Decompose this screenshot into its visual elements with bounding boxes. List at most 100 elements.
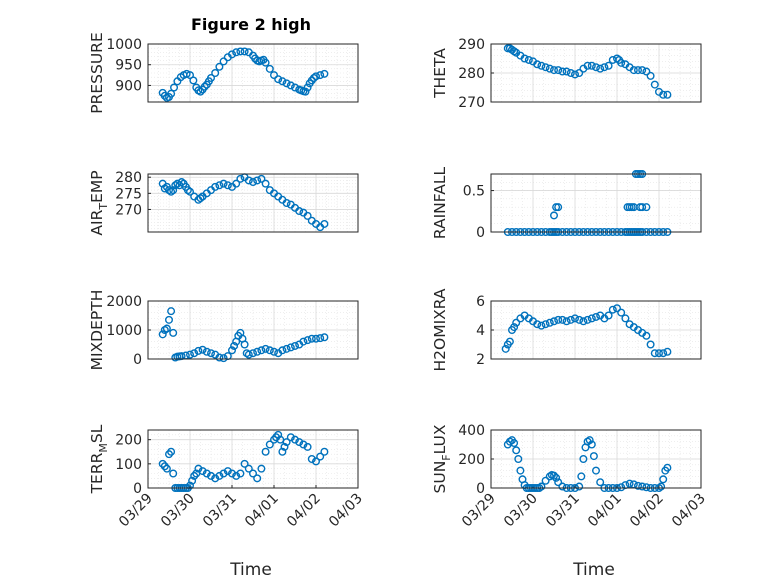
data-point	[320, 447, 329, 456]
data-point	[196, 194, 205, 203]
data-point	[232, 179, 241, 188]
x-axis-label-left: Time	[229, 560, 272, 580]
data-point	[617, 308, 626, 317]
y-tick-label: 0	[476, 225, 485, 241]
data-point	[501, 344, 510, 353]
data-point	[158, 330, 167, 339]
data-point	[177, 178, 186, 187]
y-tick-label: 0	[133, 352, 142, 368]
data-point	[232, 48, 241, 57]
data-point	[571, 314, 580, 323]
data-point	[307, 334, 316, 343]
data-point	[167, 187, 176, 196]
data-point	[592, 63, 601, 72]
data-point	[215, 353, 224, 362]
data-point	[320, 333, 329, 342]
data-point	[554, 66, 563, 75]
data-point	[316, 452, 325, 461]
data-point	[303, 442, 312, 451]
data-point	[282, 79, 291, 88]
data-point	[550, 66, 559, 75]
subplot-pressure: 1000 950 900 PRESSURE	[88, 32, 359, 114]
data-point	[587, 314, 596, 323]
data-point	[562, 67, 571, 76]
data-point	[206, 73, 215, 82]
axes-box	[490, 300, 702, 360]
data-point	[650, 349, 659, 358]
data-point	[223, 467, 232, 476]
data-point	[512, 318, 521, 327]
data-point	[303, 83, 312, 92]
data-point	[194, 464, 203, 473]
data-point	[642, 331, 651, 340]
data-point	[592, 312, 601, 321]
data-point	[189, 76, 198, 85]
data-point	[219, 57, 228, 66]
data-point	[566, 68, 575, 77]
data-point	[520, 54, 529, 63]
data-point	[638, 66, 647, 75]
y-tick-label: 280	[458, 66, 485, 82]
data-point	[301, 87, 310, 96]
y-tick-label: 270	[115, 202, 142, 218]
data-point	[541, 320, 550, 329]
y-tick-label: 0	[133, 481, 142, 497]
y-tick-label: 0.5	[463, 184, 485, 200]
axes-box	[147, 300, 359, 360]
data-point	[303, 211, 312, 220]
data-point	[219, 354, 228, 363]
data-point	[655, 349, 664, 358]
data-point	[185, 481, 194, 490]
axes-box	[490, 43, 702, 103]
data-point	[282, 198, 291, 207]
y-axis-label: MIXDEPTH	[88, 290, 106, 371]
data-point	[514, 455, 523, 464]
data-point	[215, 181, 224, 190]
data-point	[160, 184, 169, 193]
data-point	[200, 82, 209, 91]
data-point	[223, 181, 232, 190]
data-point	[215, 62, 224, 71]
data-point	[550, 317, 559, 326]
data-point	[545, 318, 554, 327]
data-point	[248, 469, 257, 478]
data-point	[253, 176, 262, 185]
data-point	[608, 305, 617, 314]
data-point	[537, 482, 546, 491]
data-point	[312, 334, 321, 343]
x-tick-label: 03/30	[158, 491, 198, 531]
subplot-theta: 290 280 270 THETA	[431, 37, 702, 111]
y-axis-label: THETA	[431, 48, 449, 99]
data-point	[253, 347, 262, 356]
data-point	[558, 315, 567, 324]
data-point	[596, 64, 605, 73]
data-point	[554, 478, 563, 487]
data-point	[286, 433, 295, 442]
data-point	[244, 176, 253, 185]
data-point	[265, 346, 274, 355]
data-point	[257, 174, 266, 183]
y-axis-label: H2OMIXRA	[431, 288, 449, 371]
data-point	[190, 349, 199, 358]
data-point	[659, 349, 668, 358]
data-point	[650, 80, 659, 89]
data-point	[261, 58, 270, 67]
data-point	[227, 346, 236, 355]
data-point	[634, 481, 643, 490]
data-point	[215, 471, 224, 480]
x-axis-label-right: Time	[572, 560, 615, 580]
x-tick-label: 04/01	[585, 491, 625, 531]
data-point	[585, 436, 594, 445]
data-point	[219, 469, 228, 478]
data-point	[512, 446, 521, 455]
data-point	[545, 64, 554, 73]
data-point	[257, 464, 266, 473]
data-point	[167, 89, 176, 98]
data-point	[164, 315, 173, 324]
data-point	[171, 181, 180, 190]
data-point	[617, 58, 626, 67]
data-point	[291, 435, 300, 444]
axes-box	[147, 43, 359, 103]
data-point	[320, 69, 329, 78]
